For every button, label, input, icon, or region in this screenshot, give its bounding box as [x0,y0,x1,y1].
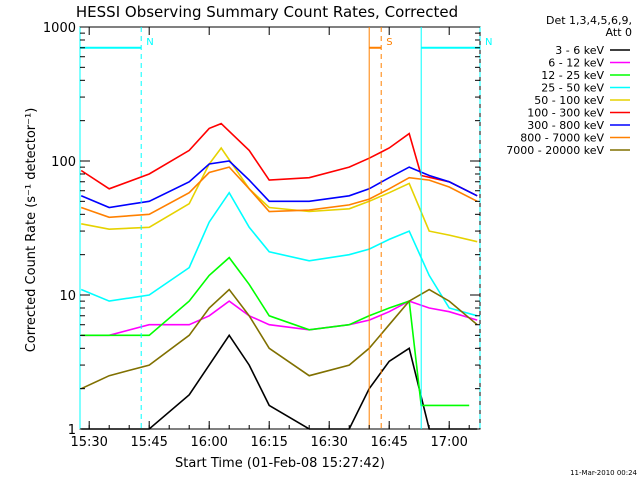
legend-label-2: 12 - 25 keV [541,69,604,82]
annotation-label-2: S [386,37,392,48]
series-line-1 [81,300,478,337]
legend-label-7: 800 - 7000 keV [520,132,604,145]
legend-label-3: 25 - 50 keV [541,82,604,95]
series-line-5 [80,122,478,197]
x-tick-label-5: 16:45 [370,435,407,450]
y-tick-label-1: 10 [59,289,76,304]
series-line-4 [81,146,478,243]
legend-label-6: 300 - 800 keV [527,119,604,132]
legend-label-5: 100 - 300 keV [527,107,604,120]
series-layer [80,122,478,430]
series-line-8 [80,288,478,390]
legend-label-4: 50 - 100 keV [534,94,604,107]
series-line-7 [80,166,478,219]
x-tick-label-2: 16:00 [190,435,227,450]
legend-title-0: Det 1,3,4,5,6,9, [546,14,632,27]
y-tick-label-3: 1000 [43,21,76,36]
legend-label-0: 3 - 6 keV [555,44,604,57]
series-line-6 [80,160,478,209]
x-tick-label-3: 16:15 [250,435,287,450]
x-axis: 15:30 15:45 16:00 16:15 16:30 16:45 17:00 [70,27,470,450]
legend-label-8: 7000 - 20000 keV [506,144,604,157]
x-tick-label-4: 16:30 [310,435,347,450]
y-tick-label-0: 1 [68,423,76,438]
y-axis: 1 10 100 1000 [43,21,480,438]
legend-title-1: Att 0 [606,26,632,39]
chart-title: HESSI Observing Summary Count Rates, Cor… [76,3,458,21]
x-tick-label-0: 15:30 [70,435,107,450]
annotation-label-0: N [146,37,153,48]
y-axis-label: Corrected Count Rate (s⁻¹ detector⁻¹) [24,108,39,353]
timestamp: 11-Mar-2010 00:24 [570,469,637,477]
annotation-layer: N NS [79,27,492,429]
x-axis-label: Start Time (01-Feb-08 15:27:42) [175,456,385,471]
x-tick-label-6: 17:00 [430,435,467,450]
series-line-3 [80,191,478,317]
annotation-label-1: N [485,37,492,48]
x-tick-label-1: 15:45 [130,435,167,450]
legend-label-1: 6 - 12 keV [548,57,604,70]
series-line-2 [81,256,470,407]
y-tick-label-2: 100 [51,155,76,170]
